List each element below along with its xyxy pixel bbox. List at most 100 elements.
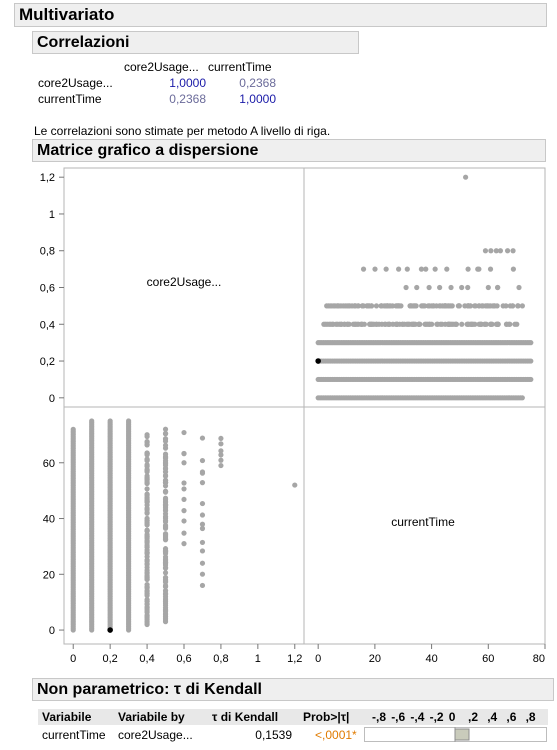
y-tick-label-time: 20 (43, 569, 55, 581)
multivariato-header[interactable]: Multivariato (14, 3, 547, 27)
scatter-point (144, 527, 150, 533)
correlazioni-header[interactable]: Correlazioni (32, 31, 359, 54)
scatter-point (218, 457, 224, 463)
scatter-point (181, 530, 187, 536)
scatter-point (390, 321, 396, 327)
scatter-point (411, 321, 417, 327)
scatter-point (144, 457, 150, 464)
kendall-col-variabile-by: Variabile by (118, 710, 185, 724)
scatter-point (446, 303, 452, 309)
scatter-point (459, 321, 465, 327)
kendall-col-variabile: Variabile (42, 710, 92, 724)
scatter-point (162, 556, 169, 562)
scatter-point (162, 483, 169, 489)
scatter-point (162, 466, 169, 472)
scatter-point (144, 439, 150, 446)
scatter-point (218, 435, 224, 442)
x-tick-label-time: 0 (315, 653, 321, 665)
kendall-row-var: currentTime (42, 728, 106, 742)
kendall-scale-label: ,2 (468, 710, 479, 724)
scatter-point (414, 284, 420, 291)
scatter-point (162, 522, 169, 528)
x-tick-label-core2: 1 (255, 653, 261, 665)
scatter-point (107, 418, 113, 424)
x-tick-label-core2: 1,2 (287, 653, 302, 665)
scatter-point (444, 266, 450, 272)
scatter-point (199, 560, 206, 566)
corr-value-1-2: 0,2368 (239, 76, 276, 90)
scatter-point (162, 517, 169, 524)
x-tick-label-time: 80 (533, 653, 545, 665)
scatter-point (434, 321, 440, 327)
scatter-point (199, 525, 206, 532)
scatter-matrix-header[interactable]: Matrice grafico a dispersione (32, 139, 546, 162)
scatter-point (199, 521, 206, 527)
scatter-point (144, 492, 150, 499)
x-tick-label-core2: 0,6 (176, 653, 191, 665)
kendall-scale-label: -,2 (429, 710, 444, 724)
scatter-point (162, 473, 169, 479)
scatter-point (495, 321, 501, 327)
scatter-point (199, 480, 206, 486)
scatter-point (162, 438, 169, 444)
scatter-point (485, 284, 491, 291)
scatter-point (437, 284, 443, 291)
kendall-scale-label: -,6 (391, 710, 406, 724)
scatter-point (144, 561, 150, 567)
scatter-point (494, 284, 501, 291)
scatter-point (144, 463, 150, 470)
scatter-point (452, 321, 458, 327)
scatter-point (144, 554, 150, 560)
scatter-point (418, 266, 425, 272)
scatter-point (218, 452, 224, 458)
scatter-point (504, 248, 511, 254)
kendall-scale-label: ,8 (525, 710, 536, 724)
correlation-note: Le correlazioni sono stimate per metodo … (34, 124, 331, 138)
scatter-point (162, 477, 169, 483)
scatter-point (493, 248, 499, 254)
scatter-point (528, 358, 534, 364)
scatter-point (396, 266, 402, 272)
scatter-point (383, 266, 389, 272)
scatter-point (488, 248, 494, 254)
kendall-row-by: core2Usage... (118, 728, 193, 742)
scatter-point (218, 441, 224, 447)
scatter-point (199, 469, 206, 475)
kendall-row-prob: <,0001* (315, 728, 357, 742)
kendall-col-tau: τ di Kendall (212, 710, 279, 724)
scatter-point (528, 340, 534, 346)
scatter-point (456, 303, 462, 309)
scatter-point (218, 448, 224, 454)
scatter-point (482, 248, 489, 254)
kendall-bar (364, 727, 547, 742)
scatter-point (373, 303, 380, 309)
kendall-scale-label: -,4 (410, 710, 425, 724)
correlazioni-title: Correlazioni (37, 34, 130, 51)
scatter-point (487, 303, 494, 309)
matrix-cell-frame (303, 167, 546, 408)
scatter-point (162, 442, 169, 448)
scatter-point (218, 462, 224, 469)
y-tick-label-core2: 0,8 (40, 246, 55, 258)
scatter-point (199, 571, 206, 577)
scatter-point (199, 539, 206, 546)
kendall-header[interactable]: Non parametrico: τ di Kendall (32, 678, 554, 701)
scatter-point (89, 418, 95, 424)
scatter-matrix-plot[interactable]: 0 0 0,2 0,2 0,4 0,4 0,6 0,6 0,8 0,8 1 1 1,2 1,2 0 0 20 20… (0, 160, 557, 680)
scatter-point (465, 266, 471, 272)
scatter-point (514, 321, 520, 327)
scatter-point (199, 500, 206, 507)
scatter-point (199, 548, 206, 554)
scatter-point (162, 546, 169, 552)
highlighted-point (107, 627, 113, 633)
scatter-point (368, 303, 375, 309)
scatter-point (199, 457, 206, 464)
scatter-point (426, 284, 432, 291)
scatter-point (162, 489, 169, 495)
scatter-point (181, 460, 187, 466)
scatter-point (352, 321, 358, 327)
matrix-cell-frame (303, 406, 546, 645)
scatter-point (510, 266, 516, 272)
y-tick-label-core2: 1,2 (40, 172, 55, 184)
x-tick-label-time: 40 (425, 653, 437, 665)
